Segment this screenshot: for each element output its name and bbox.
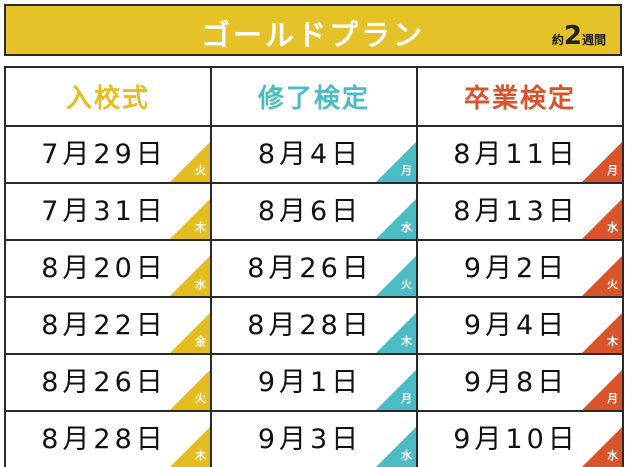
weekday-label: 月 xyxy=(401,164,412,177)
duration-number: 2 xyxy=(563,21,582,51)
weekday-label: 月 xyxy=(401,392,412,405)
plan-header: ゴールドプラン 約2週間 xyxy=(4,4,622,56)
weekday-label: 木 xyxy=(607,335,618,348)
date-text: 9月1日 xyxy=(257,367,363,398)
date-cell-graduation-exam: 9月10日水 xyxy=(416,410,624,467)
weekday-label: 火 xyxy=(195,164,206,177)
date-cell-entrance: 8月26日火 xyxy=(4,353,212,412)
date-text: 8月13日 xyxy=(453,196,579,227)
date-cell-entrance: 8月28日木 xyxy=(4,410,212,467)
table-row: 7月29日火 8月4日月 8月11日月 xyxy=(4,125,624,184)
weekday-label: 水 xyxy=(607,221,618,234)
date-cell-graduation-exam: 9月2日火 xyxy=(416,239,624,298)
date-text: 8月28日 xyxy=(247,310,373,341)
weekday-label: 月 xyxy=(607,392,618,405)
date-text: 9月2日 xyxy=(463,253,569,284)
date-text: 8月28日 xyxy=(41,424,167,455)
weekday-label: 月 xyxy=(607,164,618,177)
date-text: 9月4日 xyxy=(463,310,569,341)
date-cell-entrance: 7月31日木 xyxy=(4,182,212,241)
weekday-label: 火 xyxy=(607,278,618,291)
weekday-label: 木 xyxy=(401,335,412,348)
date-text: 8月11日 xyxy=(453,139,579,170)
date-text: 7月29日 xyxy=(41,139,167,170)
date-cell-completion-exam: 8月6日水 xyxy=(210,182,418,241)
date-cell-completion-exam: 9月1日月 xyxy=(210,353,418,412)
date-cell-completion-exam: 8月4日月 xyxy=(210,125,418,184)
table-row: 8月28日木 9月3日水 9月10日水 xyxy=(4,410,624,467)
date-text: 8月26日 xyxy=(247,253,373,284)
date-cell-entrance: 7月29日火 xyxy=(4,125,212,184)
date-text: 9月3日 xyxy=(257,424,363,455)
date-cell-completion-exam: 8月28日木 xyxy=(210,296,418,355)
schedule-table: 入校式 修了検定 卒業検定 7月29日火 8月4日月 8月11日月 7月31日木 8月6… xyxy=(4,66,624,467)
date-text: 8月6日 xyxy=(257,196,363,227)
table-row: 8月26日火 9月1日月 9月8日月 xyxy=(4,353,624,412)
date-text: 8月20日 xyxy=(41,253,167,284)
weekday-label: 金 xyxy=(195,335,206,348)
weekday-label: 火 xyxy=(195,392,206,405)
date-cell-graduation-exam: 8月13日水 xyxy=(416,182,624,241)
table-row: 7月31日木 8月6日水 8月13日水 xyxy=(4,182,624,241)
plan-title: ゴールドプラン xyxy=(200,18,425,52)
column-header-completion-exam: 修了検定 xyxy=(210,66,418,127)
table-header-row: 入校式 修了検定 卒業検定 xyxy=(4,66,624,127)
date-cell-graduation-exam: 9月8日月 xyxy=(416,353,624,412)
weekday-label: 水 xyxy=(607,449,618,462)
date-text: 8月22日 xyxy=(41,310,167,341)
date-text: 9月10日 xyxy=(453,424,579,455)
date-cell-graduation-exam: 8月11日月 xyxy=(416,125,624,184)
date-cell-completion-exam: 8月26日火 xyxy=(210,239,418,298)
duration-suffix: 週間 xyxy=(581,33,606,47)
date-text: 8月4日 xyxy=(257,139,363,170)
weekday-label: 水 xyxy=(401,221,412,234)
duration-badge: 約2週間 xyxy=(552,23,606,49)
date-cell-completion-exam: 9月3日水 xyxy=(210,410,418,467)
date-cell-entrance: 8月22日金 xyxy=(4,296,212,355)
column-header-entrance: 入校式 xyxy=(4,66,212,127)
weekday-label: 水 xyxy=(401,449,412,462)
date-cell-graduation-exam: 9月4日木 xyxy=(416,296,624,355)
weekday-label: 木 xyxy=(195,221,206,234)
table-row: 8月22日金 8月28日木 9月4日木 xyxy=(4,296,624,355)
column-header-graduation-exam: 卒業検定 xyxy=(416,66,624,127)
date-text: 8月26日 xyxy=(41,367,167,398)
date-text: 9月8日 xyxy=(463,367,569,398)
date-cell-entrance: 8月20日水 xyxy=(4,239,212,298)
date-text: 7月31日 xyxy=(41,196,167,227)
weekday-label: 木 xyxy=(195,449,206,462)
table-row: 8月20日水 8月26日火 9月2日火 xyxy=(4,239,624,298)
duration-prefix: 約 xyxy=(551,33,564,47)
weekday-label: 水 xyxy=(195,278,206,291)
weekday-label: 火 xyxy=(401,278,412,291)
